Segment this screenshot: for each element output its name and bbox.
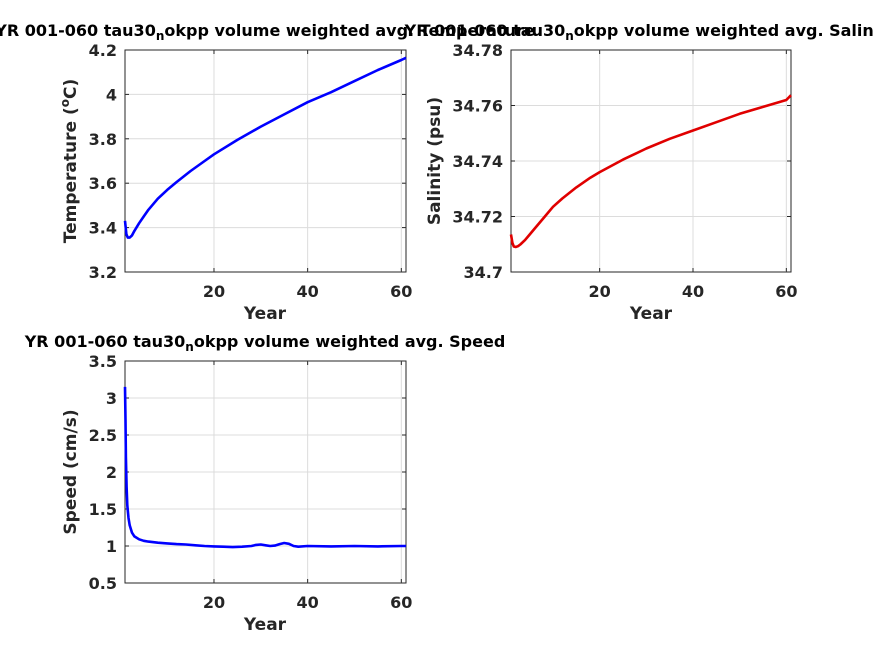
speed-chart: 20 40 60 0.5 1 1.5 2 2.5 3 3.5 YR 001-060 tau30no… — [24, 332, 506, 635]
salinity-series-line — [509, 94, 792, 249]
salinity-x-tick-label: 40 — [682, 282, 704, 301]
temperature-y-tick-label: 3.2 — [89, 263, 117, 282]
temperature-y-tick-label: 4.2 — [89, 41, 117, 60]
speed-chart-title: YR 001-060 tau30nokpp volume weighted av… — [24, 332, 506, 354]
speed-x-tick-label: 40 — [297, 593, 319, 612]
speed-y-tick-label: 2.5 — [89, 426, 117, 445]
temperature-x-axis-label: Year — [243, 304, 287, 324]
salinity-y-tick-label: 34.78 — [452, 41, 503, 60]
speed-y-axis-label: Speed (cm/s) — [61, 409, 81, 534]
speed-x-tick-label: 20 — [203, 593, 225, 612]
temperature-x-tick-label: 20 — [203, 282, 225, 301]
salinity-chart: 20 40 60 34.7 34.72 34.74 34.76 34.78 YR 001-06… — [404, 21, 875, 324]
temperature-x-tick-label: 60 — [390, 282, 412, 301]
speed-y-tick-label: 0.5 — [89, 574, 117, 593]
speed-y-tick-label: 3.5 — [89, 352, 117, 371]
temperature-y-tick-label: 3.4 — [89, 219, 117, 238]
salinity-y-tick-label: 34.7 — [464, 263, 503, 282]
salinity-x-axis-label: Year — [629, 304, 673, 324]
salinity-x-tick-label: 60 — [775, 282, 797, 301]
salinity-y-tick-label: 34.74 — [452, 152, 503, 171]
temperature-chart-title: YR 001-060 tau30nokpp volume weighted av… — [0, 21, 535, 43]
salinity-chart-title: YR 001-060 tau30nokpp volume weighted av… — [404, 21, 875, 43]
salinity-y-tick-label: 34.72 — [452, 208, 503, 227]
salinity-y-axis-label: Salinity (psu) — [425, 97, 445, 225]
speed-series-line — [123, 386, 406, 549]
speed-x-tick-label: 60 — [390, 593, 412, 612]
speed-y-tick-label: 1.5 — [89, 500, 117, 519]
speed-y-tick-label: 1 — [106, 537, 117, 556]
speed-x-axis-label: Year — [243, 615, 287, 635]
temperature-y-tick-label: 4 — [106, 85, 117, 104]
salinity-x-tick-label: 20 — [589, 282, 611, 301]
speed-y-tick-label: 3 — [106, 389, 117, 408]
temperature-x-tick-label: 40 — [297, 282, 319, 301]
speed-y-tick-label: 2 — [106, 463, 117, 482]
salinity-y-tick-label: 34.76 — [452, 97, 503, 116]
temperature-chart: 20 40 60 3.2 3.4 3.6 3.8 4 4.2 YR 001-060 tau30n… — [0, 21, 535, 324]
temperature-y-tick-label: 3.8 — [89, 130, 117, 149]
temperature-plot-area — [124, 49, 407, 273]
temperature-y-tick-label: 3.6 — [89, 174, 117, 193]
temperature-series-line — [123, 56, 407, 239]
temperature-y-axis-label: Temperature (oC) — [58, 79, 81, 243]
